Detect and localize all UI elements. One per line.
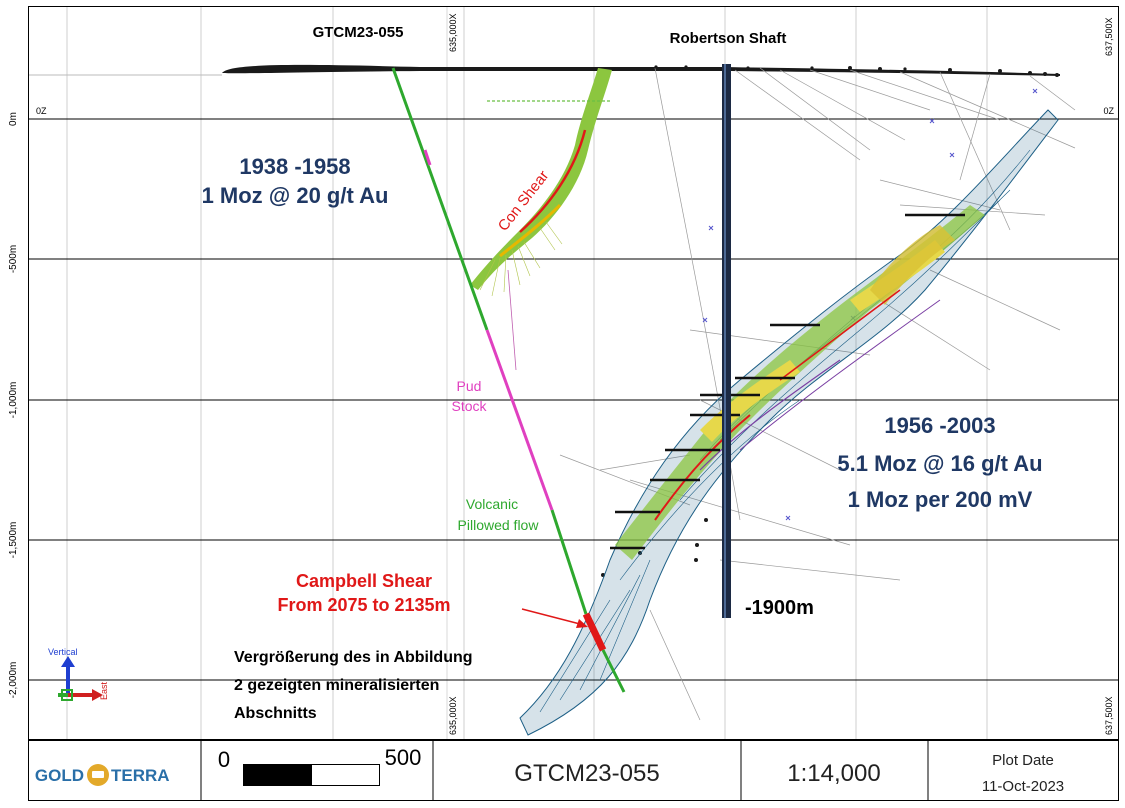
callout-line-2: 2 gezeigten mineralisierten xyxy=(234,677,439,694)
drillhole-label: GTCM23-055 xyxy=(313,24,404,41)
z-label-left: 0Z xyxy=(36,106,47,116)
history-2-rate: 1 Moz per 200 mV xyxy=(848,487,1033,512)
scale-bar: 0 500 xyxy=(218,745,421,786)
plot-date-value: 11-Oct-2023 xyxy=(982,778,1064,795)
con-shear-structure xyxy=(470,68,612,371)
history-2-years: 1956 -2003 xyxy=(884,413,995,438)
axis-east-label: East xyxy=(99,681,109,700)
shaft-label: Robertson Shaft xyxy=(670,30,787,47)
shaft-depth-label: -1900m xyxy=(745,597,814,619)
scale-max-label: 500 xyxy=(385,745,422,770)
volcanic-label-2: Pillowed flow xyxy=(458,517,540,533)
orientation-axes: Vertical East xyxy=(48,647,109,701)
axis-vertical-label: Vertical xyxy=(48,647,78,657)
campbell-shear-label-1: Campbell Shear xyxy=(296,571,432,591)
drillhole-gtcm23-055 xyxy=(391,67,626,693)
elevation-label-0: 0m xyxy=(8,112,19,126)
history-1-years: 1938 -1958 xyxy=(239,154,350,179)
elevation-label-2000: -2,000m xyxy=(8,662,19,699)
mine-levels xyxy=(610,213,965,550)
history-1-production: 1 Moz @ 20 g/t Au xyxy=(202,183,389,208)
elevation-label-1500: -1,500m xyxy=(8,522,19,559)
scale-min-label: 0 xyxy=(218,747,230,772)
logo-text-terra: TERRA xyxy=(111,766,170,785)
title-block: GOLD TERRA 0 500 GTCM23-055 1:14,000 Plo… xyxy=(28,740,1119,801)
elevation-lines xyxy=(29,118,1118,681)
pud-stock-label-1: Pud xyxy=(457,378,482,394)
easting-label-top-635000: 635,000X xyxy=(448,13,458,52)
volcanic-label-1: Volcanic xyxy=(466,496,518,512)
easting-label-bottom-637500: 637,500X xyxy=(1104,696,1114,735)
elevation-label-500: -500m xyxy=(8,245,19,273)
sample-markers xyxy=(601,65,1059,577)
z-label-right: 0Z xyxy=(1103,106,1114,116)
map-frame xyxy=(28,6,1119,740)
easting-label-top-637500: 637,500X xyxy=(1104,17,1114,56)
campbell-shear-arrow xyxy=(521,608,588,628)
campbell-shear-label-2: From 2075 to 2135m xyxy=(277,595,450,615)
topographic-surface xyxy=(29,64,1060,76)
callout-line-3: Abschnitts xyxy=(234,705,317,722)
pud-stock-label-2: Stock xyxy=(451,398,487,414)
logo-text-gold: GOLD xyxy=(35,766,84,785)
elevation-label-1000: -1,000m xyxy=(8,382,19,419)
gold-terra-logo: GOLD TERRA xyxy=(35,764,170,786)
plot-date-label: Plot Date xyxy=(992,752,1054,769)
easting-label-bottom-635000: 635,000X xyxy=(448,696,458,735)
callout-line-1: Vergrößerung des in Abbildung xyxy=(234,649,473,666)
robertson-shaft xyxy=(722,64,731,618)
footer-scale-ratio: 1:14,000 xyxy=(787,760,880,787)
history-2-production: 5.1 Moz @ 16 g/t Au xyxy=(837,451,1042,476)
campbell-shear-intercept xyxy=(582,612,607,652)
footer-hole-id: GTCM23-055 xyxy=(514,760,659,787)
